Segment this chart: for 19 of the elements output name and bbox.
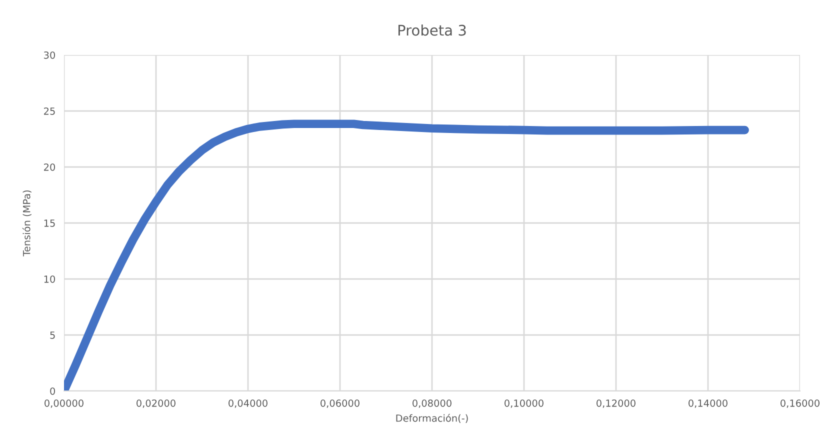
x-tick-label: 0,02000 <box>136 400 176 408</box>
x-tick-label: 0,06000 <box>320 400 360 408</box>
x-tick-label: 0,10000 <box>504 400 544 408</box>
x-tick-label: 0,00000 <box>44 400 84 408</box>
y-tick-label: 10 <box>44 275 56 283</box>
y-tick-label: 25 <box>44 107 55 115</box>
y-tick-label: 15 <box>44 220 55 227</box>
y-tick-label: 5 <box>50 332 55 339</box>
x-tick-label: 0,08000 <box>412 400 452 408</box>
y-axis-title: Tensión (MPa) <box>22 190 32 256</box>
x-tick-label: 0,04000 <box>228 400 268 408</box>
x-tick-label: 0,14000 <box>688 400 728 408</box>
y-tick-label: 20 <box>44 163 56 171</box>
chart-title: Probeta 3 <box>398 24 466 36</box>
x-tick-label: 0,12000 <box>596 400 636 408</box>
x-axis-title: Deformación(-) <box>396 414 468 423</box>
y-tick-label: 0 <box>50 387 56 395</box>
x-tick-label: 0,16000 <box>780 400 820 408</box>
y-tick-label: 30 <box>44 51 56 59</box>
